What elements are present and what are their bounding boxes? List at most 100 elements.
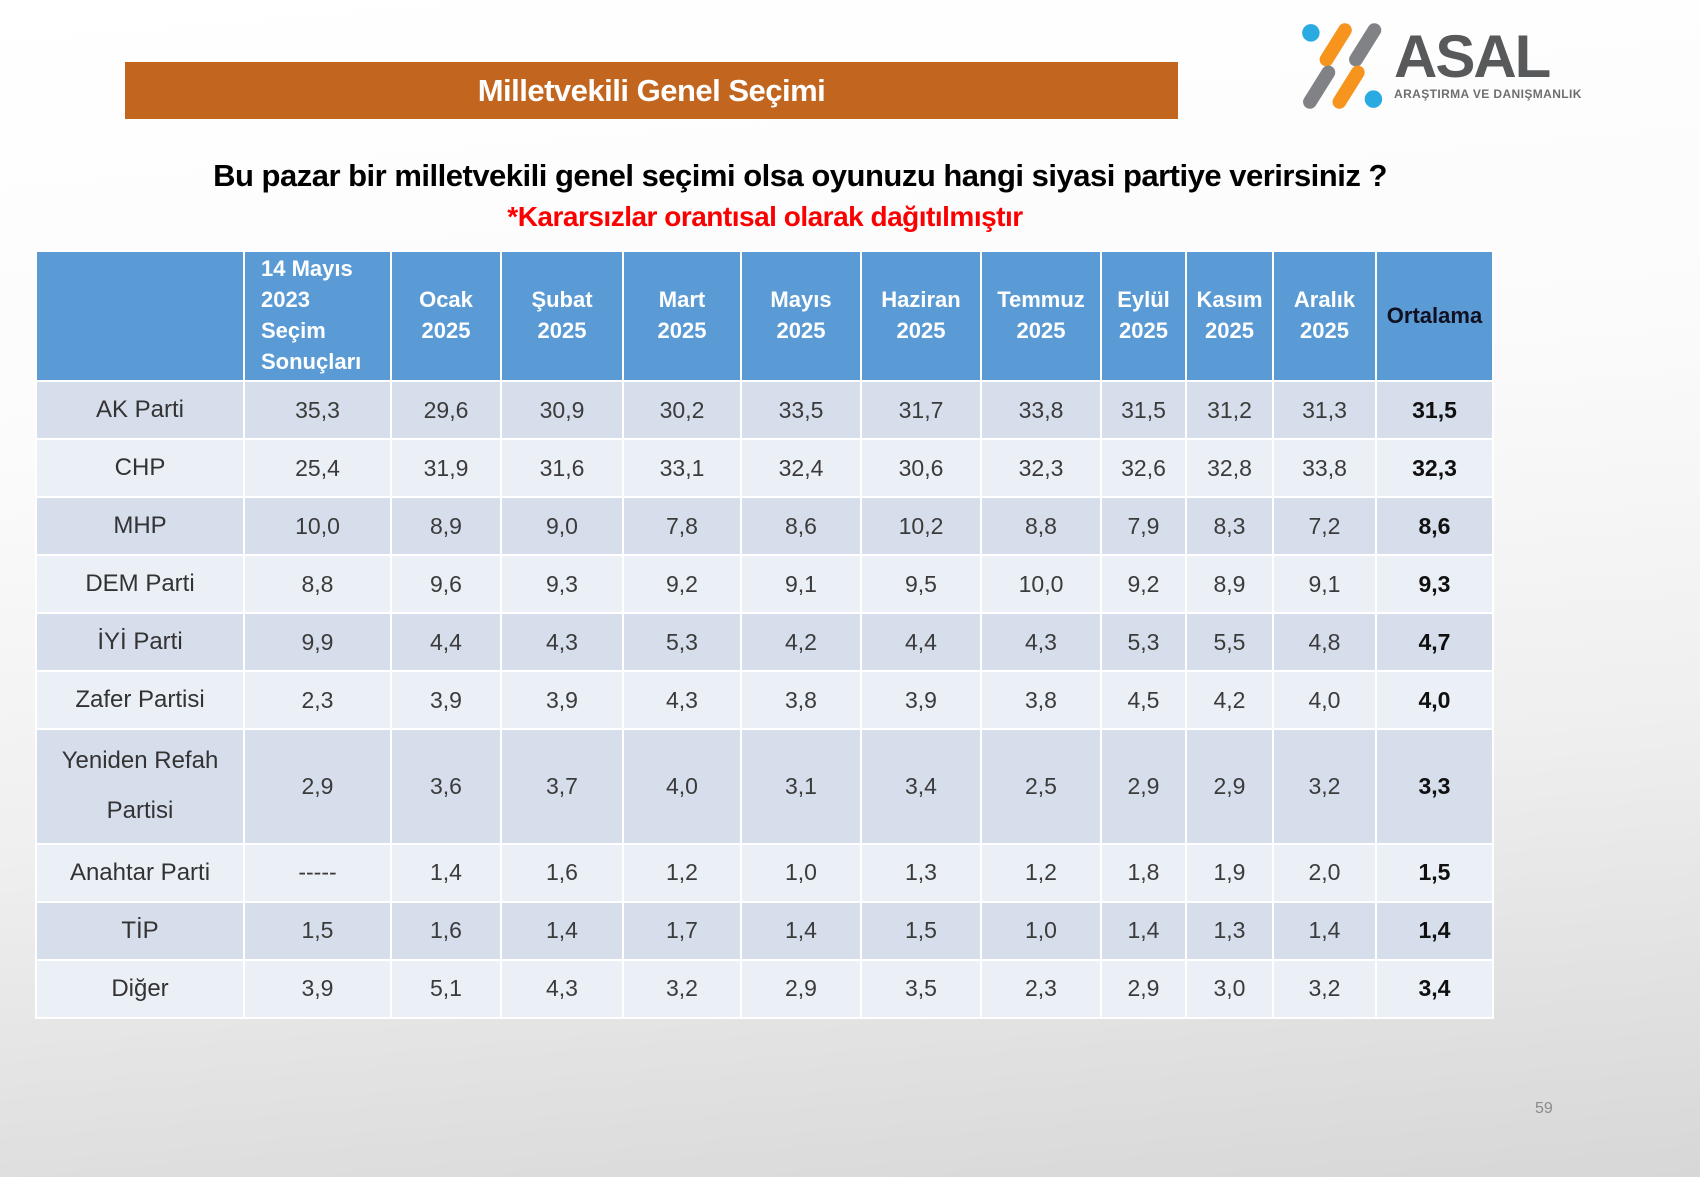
party-name: Zafer Partisi <box>35 670 245 730</box>
poll-value-cell: 1,3 <box>1185 900 1274 961</box>
average-value-cell: 1,5 <box>1375 842 1494 903</box>
poll-value-cell: 5,1 <box>390 958 502 1019</box>
poll-value-cell: 2,3 <box>980 958 1102 1019</box>
party-name: CHP <box>35 438 245 498</box>
poll-value-cell: 9,6 <box>390 554 502 614</box>
table-row: İYİ Parti 9,9 4,4 4,3 5,3 4,2 4,4 4,3 5,3 5,5 4,8 4… <box>35 612 1494 672</box>
poll-value-cell: 5,3 <box>622 612 742 672</box>
poll-value-cell: 8,3 <box>1185 496 1274 556</box>
poll-value-cell: 1,0 <box>980 900 1102 961</box>
poll-value-cell: 1,2 <box>980 842 1102 903</box>
table-body: AK Parti 35,3 29,6 30,9 30,2 33,5 31,7 33,8 31,5… <box>35 380 1494 1019</box>
poll-value-cell: 30,6 <box>860 438 982 498</box>
poll-value-cell: 9,1 <box>1272 554 1377 614</box>
poll-value-cell: 10,0 <box>980 554 1102 614</box>
party-name: AK Parti <box>35 380 245 440</box>
column-header: Ocak 2025 <box>390 250 502 382</box>
table-row: Zafer Partisi 2,3 3,9 3,9 4,3 3,8 3,9 3,8 4,5 4,2… <box>35 670 1494 730</box>
poll-value-cell: 32,3 <box>980 438 1102 498</box>
average-value-cell: 3,3 <box>1375 728 1494 845</box>
poll-value-cell: 7,2 <box>1272 496 1377 556</box>
party-name: MHP <box>35 496 245 556</box>
party-name: DEM Parti <box>35 554 245 614</box>
table-header: 14 Mayıs 2023 Seçim Sonuçları Ocak 2025 Şu… <box>35 250 1494 382</box>
party-name: TİP <box>35 900 245 961</box>
average-value-cell: 32,3 <box>1375 438 1494 498</box>
column-header: Şubat 2025 <box>500 250 624 382</box>
poll-value-cell: 2,9 <box>1100 958 1187 1019</box>
poll-value-cell: 9,2 <box>1100 554 1187 614</box>
poll-value-cell: 4,4 <box>860 612 982 672</box>
poll-value-cell: 33,1 <box>622 438 742 498</box>
poll-value-cell: 3,8 <box>740 670 862 730</box>
poll-value-cell: 3,9 <box>390 670 502 730</box>
poll-value-cell: 10,0 <box>243 496 392 556</box>
poll-value-cell: 4,3 <box>500 958 624 1019</box>
table-row: TİP 1,5 1,6 1,4 1,7 1,4 1,5 1,0 1,4 1,3 1,4 1,4 <box>35 900 1494 961</box>
asal-logo-subtitle: ARAŞTIRMA VE DANIŞMANLIK <box>1394 87 1582 101</box>
party-name: Yeniden Refah Partisi <box>35 728 245 845</box>
poll-value-cell: 9,3 <box>500 554 624 614</box>
header-row: 14 Mayıs 2023 Seçim Sonuçları Ocak 2025 Şu… <box>35 250 1494 382</box>
poll-value-cell: 2,9 <box>1185 728 1274 845</box>
poll-value-cell: 25,4 <box>243 438 392 498</box>
page-number: 59 <box>1535 1100 1553 1117</box>
poll-value-cell: 1,4 <box>1100 900 1187 961</box>
poll-value-cell: 3,2 <box>622 958 742 1019</box>
poll-value-cell: 1,4 <box>390 842 502 903</box>
column-header: 14 Mayıs 2023 Seçim Sonuçları <box>243 250 392 382</box>
poll-value-cell: 1,6 <box>500 842 624 903</box>
poll-value-cell: 3,9 <box>500 670 624 730</box>
average-value-cell: 8,6 <box>1375 496 1494 556</box>
slide-title: Milletvekili Genel Seçimi <box>477 72 826 108</box>
poll-value-cell: 5,5 <box>1185 612 1274 672</box>
poll-value-cell: 2,9 <box>740 958 862 1019</box>
poll-value-cell: 3,0 <box>1185 958 1274 1019</box>
party-name: Anahtar Parti <box>35 842 245 903</box>
survey-question: Bu pazar bir milletvekili genel seçimi o… <box>213 158 1387 193</box>
column-header: Kasım 2025 <box>1185 250 1274 382</box>
column-header: Haziran 2025 <box>860 250 982 382</box>
poll-value-cell: 33,8 <box>1272 438 1377 498</box>
average-value-cell: 4,0 <box>1375 670 1494 730</box>
poll-value-cell: 35,3 <box>243 380 392 440</box>
party-name: İYİ Parti <box>35 612 245 672</box>
poll-value-cell: 8,6 <box>740 496 862 556</box>
slide-title-banner: Milletvekili Genel Seçimi <box>125 62 1178 119</box>
poll-value-cell: 32,6 <box>1100 438 1187 498</box>
poll-value-cell: 31,9 <box>390 438 502 498</box>
average-value-cell: 1,4 <box>1375 900 1494 961</box>
table-row: Diğer 3,9 5,1 4,3 3,2 2,9 3,5 2,3 2,9 3,0 3,2 3,4 <box>35 958 1494 1019</box>
poll-value-cell: 31,6 <box>500 438 624 498</box>
poll-value-cell: 3,9 <box>860 670 982 730</box>
poll-value-cell: 3,1 <box>740 728 862 845</box>
party-column-header <box>35 250 245 382</box>
table-row: Yeniden Refah Partisi 2,9 3,6 3,7 4,0 3,1 3,4 2… <box>35 728 1494 845</box>
poll-value-cell: 8,8 <box>980 496 1102 556</box>
poll-value-cell: 2,0 <box>1272 842 1377 903</box>
poll-value-cell: 33,5 <box>740 380 862 440</box>
poll-value-cell: 1,0 <box>740 842 862 903</box>
poll-value-cell: 2,9 <box>1100 728 1187 845</box>
average-value-cell: 9,3 <box>1375 554 1494 614</box>
poll-value-cell: 30,9 <box>500 380 624 440</box>
table-row: Anahtar Parti ----- 1,4 1,6 1,2 1,0 1,3 1,2 1,8 1… <box>35 842 1494 903</box>
poll-value-cell: 2,9 <box>243 728 392 845</box>
poll-value-cell: 4,2 <box>740 612 862 672</box>
poll-value-cell: 4,3 <box>622 670 742 730</box>
poll-value-cell: 1,2 <box>622 842 742 903</box>
poll-value-cell: 32,8 <box>1185 438 1274 498</box>
poll-value-cell: 1,7 <box>622 900 742 961</box>
poll-value-cell: 4,2 <box>1185 670 1274 730</box>
poll-value-cell: 30,2 <box>622 380 742 440</box>
poll-value-cell: 1,5 <box>860 900 982 961</box>
average-value-cell: 4,7 <box>1375 612 1494 672</box>
poll-value-cell: 9,2 <box>622 554 742 614</box>
poll-value-cell: 3,9 <box>243 958 392 1019</box>
poll-value-cell: 1,8 <box>1100 842 1187 903</box>
poll-value-cell: 3,8 <box>980 670 1102 730</box>
poll-value-cell: 3,5 <box>860 958 982 1019</box>
column-header: Aralık 2025 <box>1272 250 1377 382</box>
table-row: MHP 10,0 8,9 9,0 7,8 8,6 10,2 8,8 7,9 8,3 7,2 8,6 <box>35 496 1494 556</box>
asal-logo-icon <box>1302 23 1383 109</box>
